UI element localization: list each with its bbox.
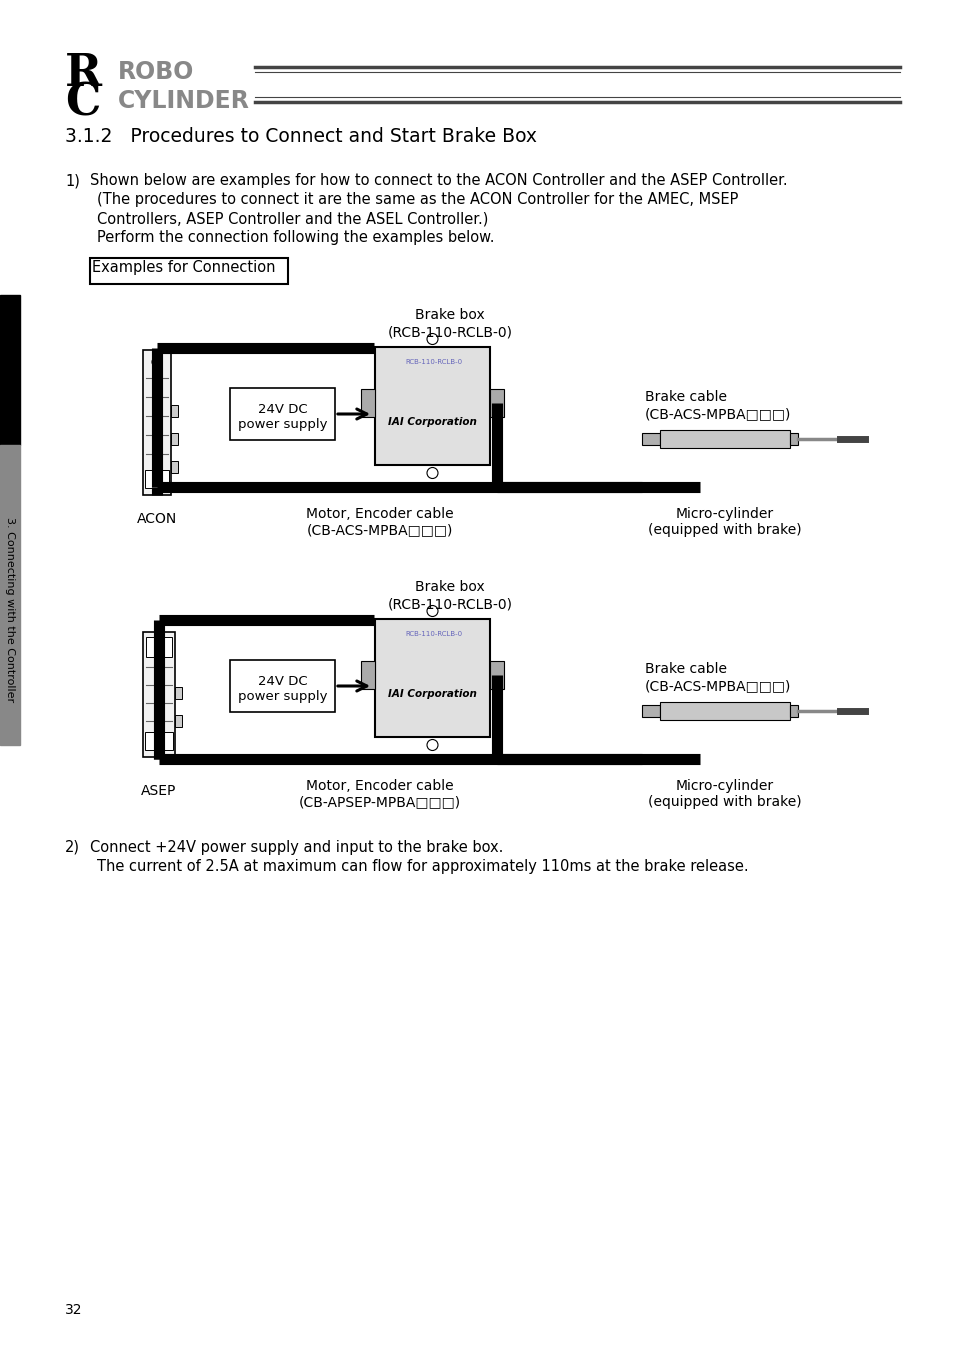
Text: (CB-ACS-MPBA□□□): (CB-ACS-MPBA□□□) <box>307 522 453 537</box>
Bar <box>659 431 789 448</box>
Text: Shown below are examples for how to connect to the ACON Controller and the ASEP : Shown below are examples for how to conn… <box>90 173 787 188</box>
Text: (RCB-110-RCLB-0): (RCB-110-RCLB-0) <box>387 597 512 612</box>
Text: Controllers, ASEP Controller and the ASEL Controller.): Controllers, ASEP Controller and the ASE… <box>97 211 488 225</box>
Text: Connect +24V power supply and input to the brake box.: Connect +24V power supply and input to t… <box>90 840 503 855</box>
Text: C: C <box>65 81 101 124</box>
Text: The current of 2.5A at maximum can flow for approximately 110ms at the brake rel: The current of 2.5A at maximum can flow … <box>97 859 748 873</box>
Bar <box>146 637 172 657</box>
Text: CYLINDER: CYLINDER <box>118 89 250 113</box>
Bar <box>375 347 490 464</box>
Text: Brake box: Brake box <box>415 308 484 323</box>
Bar <box>641 705 659 717</box>
Text: 24V DC: 24V DC <box>257 675 307 688</box>
Text: (equipped with brake): (equipped with brake) <box>647 795 801 809</box>
Text: ACON: ACON <box>136 512 177 526</box>
Text: IAI Corporation: IAI Corporation <box>388 417 476 427</box>
Text: RCB-110-RCLB-0: RCB-110-RCLB-0 <box>405 630 461 637</box>
Circle shape <box>427 467 437 478</box>
Text: Brake box: Brake box <box>415 580 484 594</box>
Text: Micro-cylinder: Micro-cylinder <box>676 508 773 521</box>
Text: 24V DC: 24V DC <box>257 404 307 416</box>
Bar <box>0 446 20 745</box>
Text: ASEP: ASEP <box>141 784 176 798</box>
Text: power supply: power supply <box>237 690 327 703</box>
Bar <box>490 389 503 417</box>
Circle shape <box>427 740 437 751</box>
Text: (equipped with brake): (equipped with brake) <box>647 522 801 537</box>
Bar <box>90 258 288 284</box>
Text: 2): 2) <box>65 840 80 855</box>
Text: ROBO: ROBO <box>118 59 194 84</box>
Text: 32: 32 <box>65 1303 82 1318</box>
Text: Perform the connection following the examples below.: Perform the connection following the exa… <box>97 230 494 244</box>
Bar <box>171 460 178 472</box>
Bar <box>360 662 375 688</box>
Bar <box>145 732 172 751</box>
Text: 3. Connecting with the Controller: 3. Connecting with the Controller <box>5 517 15 702</box>
Bar <box>0 296 20 446</box>
Text: Motor, Encoder cable: Motor, Encoder cable <box>306 779 454 792</box>
Bar <box>143 632 174 757</box>
Bar <box>143 350 171 495</box>
Bar <box>171 433 178 446</box>
Bar <box>171 405 178 417</box>
Bar <box>375 620 490 737</box>
Text: (CB-APSEP-MPBA□□□): (CB-APSEP-MPBA□□□) <box>298 795 460 809</box>
Bar <box>641 433 659 446</box>
Bar <box>145 470 169 487</box>
Bar <box>174 716 182 728</box>
Bar <box>659 702 789 720</box>
Text: (The procedures to connect it are the same as the ACON Controller for the AMEC, : (The procedures to connect it are the sa… <box>97 192 738 207</box>
Text: (CB-ACS-MPBA□□□): (CB-ACS-MPBA□□□) <box>644 679 791 693</box>
Bar <box>230 660 335 711</box>
Text: RCB-110-RCLB-0: RCB-110-RCLB-0 <box>405 359 461 364</box>
Text: 1): 1) <box>65 173 80 188</box>
Text: Examples for Connection: Examples for Connection <box>91 261 275 275</box>
Bar <box>360 389 375 417</box>
Text: power supply: power supply <box>237 418 327 431</box>
Bar <box>174 687 182 699</box>
Text: Motor, Encoder cable: Motor, Encoder cable <box>306 508 454 521</box>
Text: Micro-cylinder: Micro-cylinder <box>676 779 773 792</box>
Text: Brake cable: Brake cable <box>644 662 726 676</box>
Text: 3.1.2   Procedures to Connect and Start Brake Box: 3.1.2 Procedures to Connect and Start Br… <box>65 127 537 147</box>
Text: Brake cable: Brake cable <box>644 390 726 404</box>
Text: (CB-ACS-MPBA□□□): (CB-ACS-MPBA□□□) <box>644 406 791 421</box>
Text: IAI Corporation: IAI Corporation <box>388 688 476 699</box>
Bar <box>230 387 335 440</box>
Bar <box>490 662 503 688</box>
Text: R: R <box>65 53 101 96</box>
Circle shape <box>427 333 437 344</box>
Circle shape <box>152 356 162 367</box>
Text: (RCB-110-RCLB-0): (RCB-110-RCLB-0) <box>387 325 512 339</box>
Bar <box>789 705 797 717</box>
Circle shape <box>427 606 437 617</box>
Bar <box>789 433 797 446</box>
